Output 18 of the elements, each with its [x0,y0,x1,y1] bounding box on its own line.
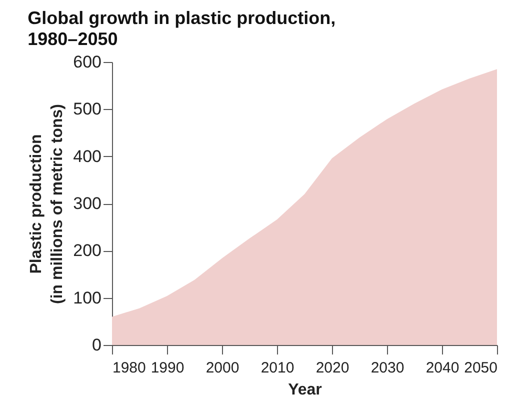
x-tick-label: 2000 [206,360,240,376]
y-tick-label: 600 [73,52,102,72]
y-tick-label: 300 [73,194,102,213]
y-tick-label: 500 [73,100,102,119]
y-tick-label: 100 [73,288,102,308]
y-tick-label: 400 [73,146,102,166]
x-tick-label: 2050 [464,360,498,376]
x-tick-label: 2040 [426,360,460,376]
x-tick-label: 1980 [112,360,146,376]
x-tick-label: 2030 [370,360,404,376]
y-tick-label: 200 [73,241,102,260]
x-tick-label: 2010 [260,360,294,376]
y-axis-title: Plastic production (in millions of metric tons) [28,104,66,304]
x-tick-label: 2020 [316,360,350,376]
y-tick-label: 0 [92,336,102,354]
chart-title: Global growth in plastic production, 1980–2050 [28,8,336,49]
x-tick-label: 1990 [150,360,184,376]
x-axis-title: Year [288,382,322,398]
